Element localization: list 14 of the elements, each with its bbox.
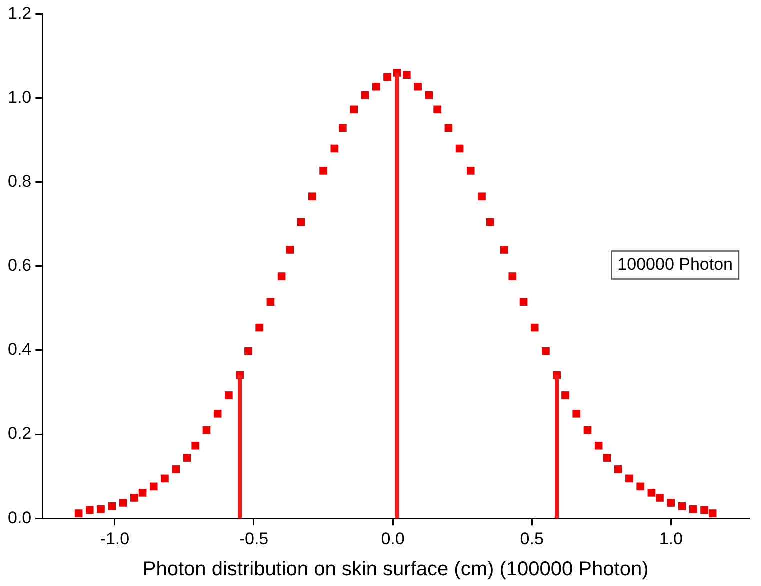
x-tick-label: 1.0	[659, 529, 683, 548]
y-tick-label: 0.4	[8, 340, 32, 360]
y-tick-label: 0.8	[8, 172, 32, 192]
y-tick-label: 0.0	[8, 508, 32, 528]
y-tick-label: 1.2	[8, 4, 32, 23]
y-tick-label: 0.2	[8, 424, 32, 444]
annotation: 100000 Photon	[618, 254, 734, 274]
y-tick-label: 1.0	[8, 88, 32, 107]
x-tick-label: 0.0	[381, 529, 405, 548]
x-tick-label: -0.5	[239, 529, 269, 548]
x-tick-label: -1.0	[100, 529, 130, 548]
x-axis-title: Photon distribution on skin surface (cm) (100000 Photon)	[142, 558, 649, 581]
y-tick-label: 0.6	[8, 256, 32, 276]
x-tick-label: 0.5	[520, 529, 544, 548]
